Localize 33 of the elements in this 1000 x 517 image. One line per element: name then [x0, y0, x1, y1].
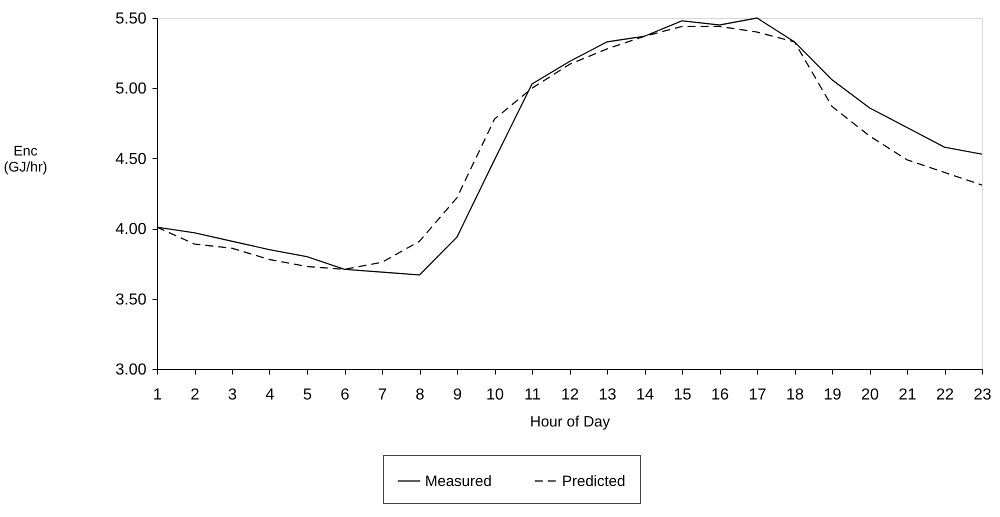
y-tick-label: 3.00: [115, 362, 147, 378]
x-tick-label: 4: [266, 386, 275, 404]
x-tick-label: 15: [674, 386, 692, 404]
x-tick-label: 19: [824, 386, 842, 404]
y-tick-label: 4.00: [115, 221, 147, 238]
legend-label: Measured: [425, 473, 492, 490]
y-tick-label: 5.00: [115, 80, 147, 98]
x-tick-label: 21: [898, 386, 916, 404]
x-tick-label: 17: [748, 386, 766, 404]
x-tick-label: 8: [416, 386, 425, 404]
y-tick-label: 4.50: [115, 150, 147, 168]
x-tick-label: 1: [153, 386, 162, 404]
x-tick-label: 3: [228, 386, 238, 404]
x-tick-label: 10: [486, 386, 504, 404]
x-tick-label: 9: [453, 386, 462, 404]
x-tick-label: 7: [378, 386, 388, 404]
x-tick-label: 22: [936, 386, 954, 404]
x-tick-label: 20: [861, 386, 879, 404]
x-tick-label: 14: [636, 386, 654, 404]
x-tick-label: 23: [974, 386, 992, 404]
x-tick-label: 18: [786, 386, 804, 404]
x-tick-label: 11: [524, 386, 541, 404]
y-tick-label: 3.50: [115, 291, 147, 308]
y-axis-title: Enc (GJ/hr): [4, 142, 48, 174]
x-tick-label: 16: [711, 386, 729, 404]
x-tick-label: 13: [598, 386, 616, 404]
x-tick-label: 5: [303, 386, 312, 404]
x-tick-label: 2: [190, 386, 200, 404]
x-axis-title: Hour of Day: [530, 414, 611, 430]
y-tick-label: 5.50: [115, 10, 147, 28]
x-tick-label: 12: [561, 386, 579, 404]
legend-label: Predicted: [562, 473, 626, 490]
x-tick-label: 6: [340, 386, 350, 404]
